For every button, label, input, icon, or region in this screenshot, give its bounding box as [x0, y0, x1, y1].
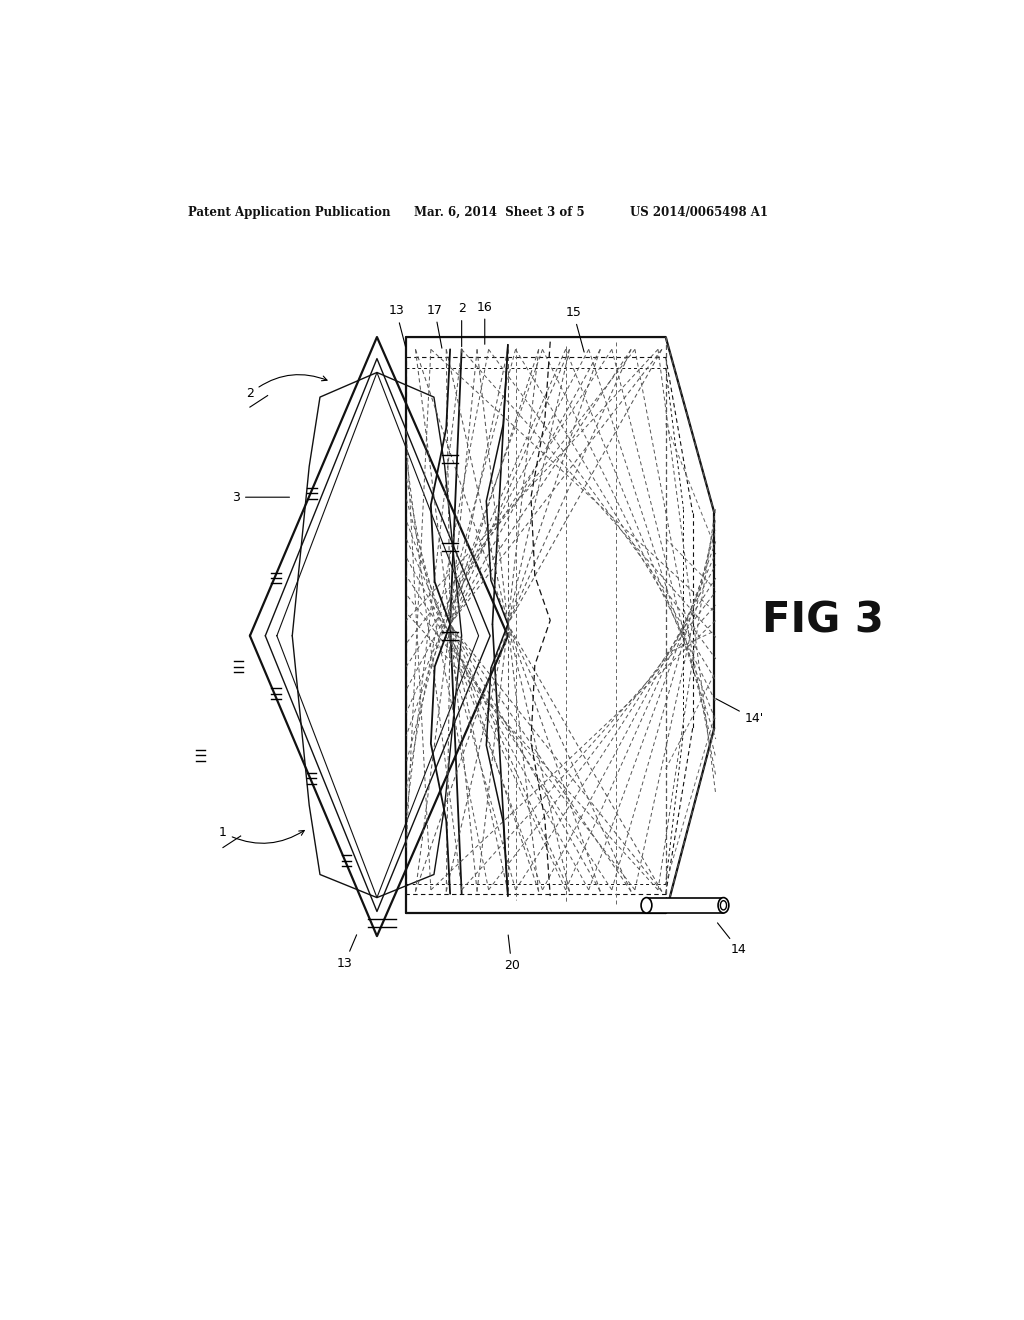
Text: 1: 1 — [219, 826, 304, 843]
Text: 16: 16 — [477, 301, 493, 345]
Ellipse shape — [718, 898, 729, 913]
Text: 14: 14 — [718, 923, 746, 957]
Ellipse shape — [641, 898, 652, 913]
Text: 13: 13 — [388, 305, 406, 347]
Ellipse shape — [720, 900, 727, 909]
Text: FIG 3: FIG 3 — [762, 599, 884, 642]
Text: 20: 20 — [504, 935, 519, 972]
Text: 17: 17 — [427, 304, 442, 348]
Text: 3: 3 — [232, 491, 290, 504]
Text: 15: 15 — [565, 306, 584, 352]
Text: Mar. 6, 2014  Sheet 3 of 5: Mar. 6, 2014 Sheet 3 of 5 — [414, 206, 585, 219]
Text: US 2014/0065498 A1: US 2014/0065498 A1 — [630, 206, 768, 219]
Text: 2: 2 — [246, 375, 327, 400]
FancyBboxPatch shape — [646, 898, 724, 913]
Text: 2: 2 — [458, 302, 466, 347]
Text: Patent Application Publication: Patent Application Publication — [188, 206, 391, 219]
Text: 14': 14' — [716, 698, 764, 726]
Text: 13: 13 — [337, 935, 356, 970]
